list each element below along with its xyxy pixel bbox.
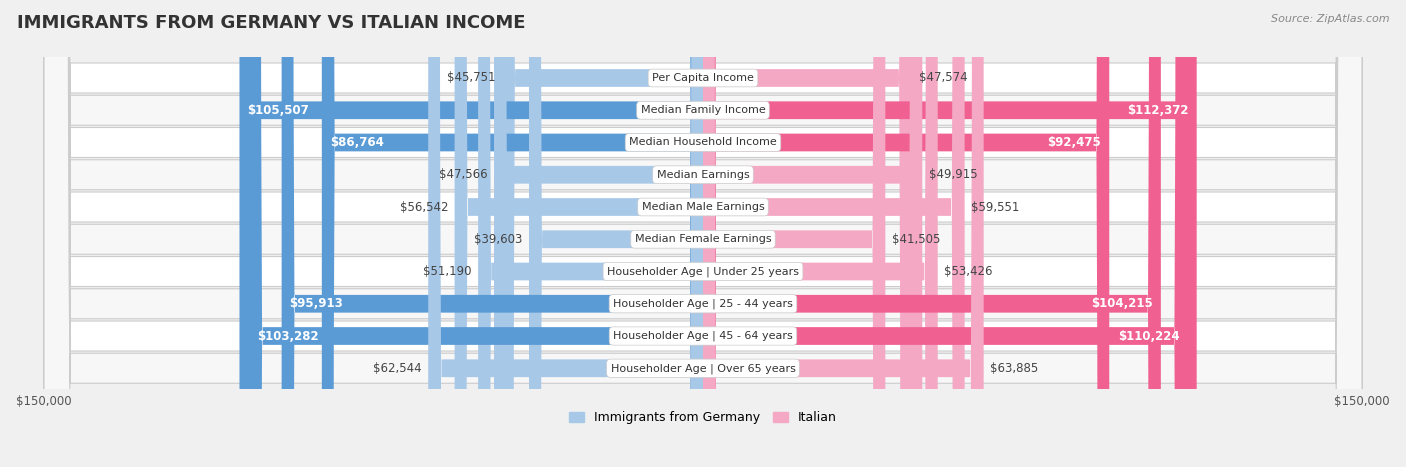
Text: $47,574: $47,574 bbox=[918, 71, 967, 85]
FancyBboxPatch shape bbox=[44, 0, 1362, 467]
Text: $105,507: $105,507 bbox=[247, 104, 309, 117]
FancyBboxPatch shape bbox=[494, 0, 703, 467]
Text: Per Capita Income: Per Capita Income bbox=[652, 73, 754, 83]
Text: Householder Age | Under 25 years: Householder Age | Under 25 years bbox=[607, 266, 799, 277]
FancyBboxPatch shape bbox=[703, 0, 965, 467]
FancyBboxPatch shape bbox=[44, 0, 1362, 467]
Text: Median Household Income: Median Household Income bbox=[628, 137, 778, 148]
Text: $49,915: $49,915 bbox=[929, 168, 977, 181]
FancyBboxPatch shape bbox=[703, 0, 1109, 467]
FancyBboxPatch shape bbox=[44, 0, 1362, 467]
FancyBboxPatch shape bbox=[44, 0, 1362, 467]
Text: IMMIGRANTS FROM GERMANY VS ITALIAN INCOME: IMMIGRANTS FROM GERMANY VS ITALIAN INCOM… bbox=[17, 14, 526, 32]
Text: $104,215: $104,215 bbox=[1091, 297, 1153, 310]
Text: Householder Age | Over 65 years: Householder Age | Over 65 years bbox=[610, 363, 796, 374]
FancyBboxPatch shape bbox=[703, 0, 912, 467]
Text: Median Family Income: Median Family Income bbox=[641, 105, 765, 115]
FancyBboxPatch shape bbox=[281, 0, 703, 467]
FancyBboxPatch shape bbox=[703, 0, 1187, 467]
Text: Source: ZipAtlas.com: Source: ZipAtlas.com bbox=[1271, 14, 1389, 24]
FancyBboxPatch shape bbox=[703, 0, 886, 467]
FancyBboxPatch shape bbox=[44, 0, 1362, 467]
Text: $63,885: $63,885 bbox=[990, 362, 1039, 375]
FancyBboxPatch shape bbox=[529, 0, 703, 467]
FancyBboxPatch shape bbox=[703, 0, 938, 467]
Text: $51,190: $51,190 bbox=[423, 265, 471, 278]
FancyBboxPatch shape bbox=[44, 0, 1362, 467]
FancyBboxPatch shape bbox=[703, 0, 1197, 467]
Text: $95,913: $95,913 bbox=[290, 297, 343, 310]
Text: $41,505: $41,505 bbox=[891, 233, 941, 246]
FancyBboxPatch shape bbox=[703, 0, 1161, 467]
Text: $86,764: $86,764 bbox=[330, 136, 384, 149]
Text: $53,426: $53,426 bbox=[945, 265, 993, 278]
Text: $103,282: $103,282 bbox=[257, 330, 319, 342]
FancyBboxPatch shape bbox=[44, 0, 1362, 467]
FancyBboxPatch shape bbox=[44, 0, 1362, 467]
Text: $45,751: $45,751 bbox=[447, 71, 495, 85]
FancyBboxPatch shape bbox=[239, 0, 703, 467]
FancyBboxPatch shape bbox=[322, 0, 703, 467]
FancyBboxPatch shape bbox=[703, 0, 922, 467]
Text: Median Earnings: Median Earnings bbox=[657, 170, 749, 180]
Text: Median Female Earnings: Median Female Earnings bbox=[634, 234, 772, 244]
Text: $56,542: $56,542 bbox=[399, 200, 449, 213]
Text: $47,566: $47,566 bbox=[439, 168, 488, 181]
Text: $62,544: $62,544 bbox=[373, 362, 422, 375]
Text: $92,475: $92,475 bbox=[1047, 136, 1101, 149]
FancyBboxPatch shape bbox=[44, 0, 1362, 467]
FancyBboxPatch shape bbox=[502, 0, 703, 467]
FancyBboxPatch shape bbox=[249, 0, 703, 467]
FancyBboxPatch shape bbox=[44, 0, 1362, 467]
Text: Householder Age | 25 - 44 years: Householder Age | 25 - 44 years bbox=[613, 298, 793, 309]
Text: $59,551: $59,551 bbox=[972, 200, 1019, 213]
Text: Median Male Earnings: Median Male Earnings bbox=[641, 202, 765, 212]
Text: $39,603: $39,603 bbox=[474, 233, 523, 246]
Legend: Immigrants from Germany, Italian: Immigrants from Germany, Italian bbox=[564, 406, 842, 430]
FancyBboxPatch shape bbox=[478, 0, 703, 467]
FancyBboxPatch shape bbox=[429, 0, 703, 467]
FancyBboxPatch shape bbox=[703, 0, 984, 467]
Text: $110,224: $110,224 bbox=[1118, 330, 1180, 342]
Text: $112,372: $112,372 bbox=[1128, 104, 1189, 117]
FancyBboxPatch shape bbox=[454, 0, 703, 467]
Text: Householder Age | 45 - 64 years: Householder Age | 45 - 64 years bbox=[613, 331, 793, 341]
